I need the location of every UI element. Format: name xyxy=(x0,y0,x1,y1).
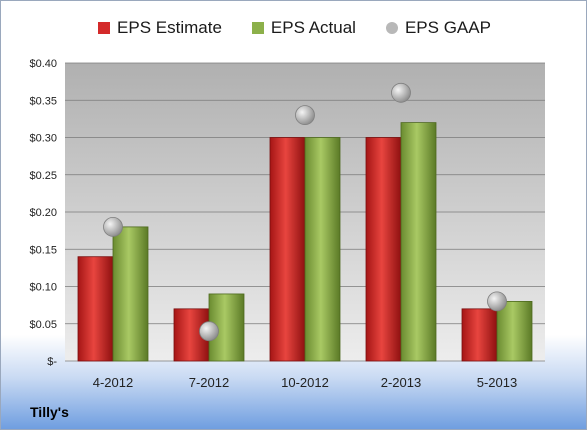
legend-item-gaap: EPS GAAP xyxy=(385,18,491,38)
legend: EPS Estimate EPS Actual EPS GAAP xyxy=(1,18,587,38)
x-tick-label: 2-2013 xyxy=(381,375,421,390)
bar-eps-estimate xyxy=(365,137,402,362)
legend-item-estimate: EPS Estimate xyxy=(98,18,222,38)
bar-eps-estimate xyxy=(461,308,498,362)
y-tick-label: $- xyxy=(47,356,57,368)
y-tick-label: $0.20 xyxy=(29,207,57,219)
x-tick-label: 5-2013 xyxy=(477,375,517,390)
y-tick-label: $0.35 xyxy=(29,95,57,107)
x-tick-label: 10-2012 xyxy=(281,375,329,390)
y-tick-label: $0.25 xyxy=(29,170,57,182)
bar-eps-actual xyxy=(400,122,437,362)
legend-label-estimate: EPS Estimate xyxy=(117,18,222,37)
bar-eps-actual xyxy=(304,137,341,362)
marker-eps-gaap xyxy=(103,216,123,237)
y-tick-label: $0.15 xyxy=(29,244,57,256)
legend-swatch-estimate xyxy=(98,22,111,34)
y-tick-label: $0.10 xyxy=(29,282,57,294)
company-label: Tilly's xyxy=(30,404,69,420)
y-tick-label: $0.30 xyxy=(29,133,57,145)
legend-swatch-actual xyxy=(251,22,264,34)
legend-label-gaap: EPS GAAP xyxy=(404,18,491,37)
marker-eps-gaap xyxy=(199,321,219,342)
bar-eps-estimate xyxy=(77,256,114,362)
bar-eps-actual xyxy=(496,300,533,362)
legend-swatch-gaap xyxy=(385,22,398,34)
bar-eps-actual xyxy=(112,226,149,362)
x-tick-label: 4-2012 xyxy=(93,375,133,390)
bar-eps-estimate xyxy=(269,137,306,362)
y-tick-label: $0.05 xyxy=(29,319,57,331)
legend-item-actual: EPS Actual xyxy=(251,18,356,38)
marker-eps-gaap xyxy=(487,291,507,312)
marker-eps-gaap xyxy=(295,105,315,126)
marker-eps-gaap xyxy=(391,82,411,103)
legend-label-actual: EPS Actual xyxy=(270,18,356,37)
x-tick-label: 7-2012 xyxy=(189,375,229,390)
y-tick-label: $0.40 xyxy=(29,58,57,70)
